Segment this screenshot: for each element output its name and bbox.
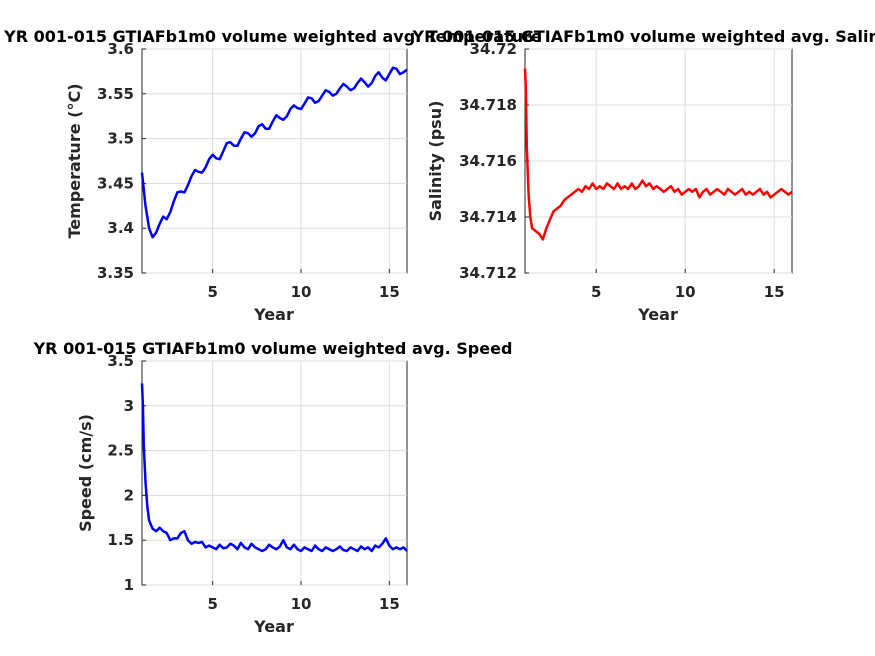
salinity-y-ticks: 34.712 34.714 34.716 34.718 34.72	[459, 40, 529, 282]
speed-panel: YR 001-015 GTIAFb1m0 volume weighted avg…	[33, 339, 513, 636]
salinity-x-tick-label: 5	[591, 283, 601, 301]
salinity-title: YR 001-015 GTIAFb1m0 volume weighted avg…	[412, 27, 875, 46]
temperature-y-tick-label: 3.45	[97, 174, 134, 192]
salinity-y-tick-label: 34.716	[459, 152, 517, 170]
salinity-y-tick-label: 34.72	[470, 40, 517, 58]
temperature-y-ticks: 3.35 3.4 3.45 3.5 3.55 3.6	[97, 40, 146, 282]
temperature-panel: YR 001-015 GTIAFb1m0 volume weighted avg…	[3, 27, 542, 324]
speed-x-tick-label: 15	[379, 595, 400, 613]
speed-y-tick-label: 2	[124, 486, 134, 504]
speed-x-tick-label: 10	[291, 595, 312, 613]
speed-x-tick-label: 5	[207, 595, 217, 613]
speed-y-tick-label: 2.5	[107, 442, 134, 460]
temperature-x-ticks: 5 10 15	[207, 269, 400, 301]
speed-y-tick-label: 1.5	[107, 531, 134, 549]
temperature-series-line	[140, 66, 408, 239]
temperature-y-tick-label: 3.35	[97, 264, 134, 282]
temperature-x-tick-label: 5	[207, 283, 217, 301]
salinity-y-tick-label: 34.714	[459, 208, 517, 226]
salinity-x-axis-label: Year	[637, 305, 678, 324]
salinity-line	[523, 68, 793, 241]
salinity-y-tick-label: 34.718	[459, 96, 517, 114]
speed-series-line	[140, 383, 408, 553]
speed-y-axis-label: Speed (cm/s)	[76, 414, 95, 532]
salinity-x-ticks: 5 10 15	[591, 269, 785, 301]
temperature-x-tick-label: 10	[291, 283, 312, 301]
temperature-x-axis-label: Year	[253, 305, 294, 324]
temperature-y-tick-label: 3.55	[97, 85, 134, 103]
temperature-grid	[142, 48, 407, 274]
salinity-y-tick-label: 34.712	[459, 264, 517, 282]
temperature-y-tick-label: 3.6	[107, 40, 134, 58]
temperature-line	[140, 66, 408, 239]
speed-line	[140, 383, 408, 553]
salinity-x-tick-label: 15	[764, 283, 785, 301]
speed-x-ticks: 5 10 15	[207, 581, 400, 613]
temperature-y-axis-label: Temperature (°C)	[65, 83, 84, 238]
speed-grid	[142, 360, 407, 586]
temperature-y-tick-label: 3.4	[107, 219, 134, 237]
speed-y-tick-label: 3.5	[107, 352, 134, 370]
salinity-y-axis-label: Salinity (psu)	[426, 101, 445, 222]
speed-y-tick-label: 3	[124, 397, 134, 415]
speed-title: YR 001-015 GTIAFb1m0 volume weighted avg…	[33, 339, 513, 358]
speed-plot-area	[141, 360, 408, 586]
salinity-panel: YR 001-015 GTIAFb1m0 volume weighted avg…	[412, 27, 875, 324]
salinity-x-tick-label: 10	[675, 283, 696, 301]
speed-y-ticks: 1 1.5 2 2.5 3 3.5	[107, 352, 146, 594]
salinity-grid	[525, 48, 792, 274]
speed-x-axis-label: Year	[253, 617, 294, 636]
salinity-series-line	[523, 68, 793, 241]
speed-y-tick-label: 1	[124, 576, 134, 594]
temperature-title: YR 001-015 GTIAFb1m0 volume weighted avg…	[3, 27, 542, 46]
temperature-y-tick-label: 3.5	[107, 130, 134, 148]
temperature-x-tick-label: 15	[379, 283, 400, 301]
temperature-plot-area	[141, 48, 408, 274]
